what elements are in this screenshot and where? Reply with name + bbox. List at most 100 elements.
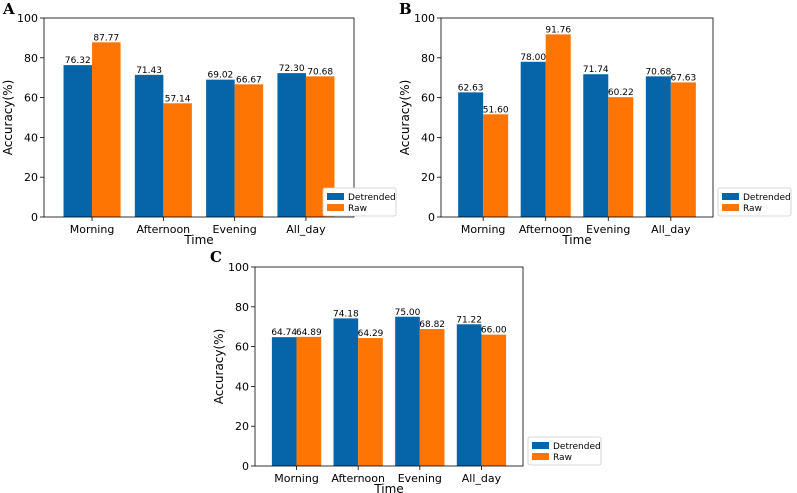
- x-axis-label: Time: [373, 482, 403, 493]
- data-label: 67.63: [670, 73, 696, 83]
- data-label: 71.43: [136, 66, 162, 76]
- data-label: 70.68: [645, 67, 671, 77]
- y-tick-label: 0: [31, 211, 38, 224]
- x-axis-label: Time: [183, 233, 213, 247]
- y-tick-label: 0: [242, 460, 249, 473]
- y-tick-label: 100: [414, 12, 435, 25]
- data-label: 70.68: [307, 67, 333, 77]
- y-axis-label: Accuracy(%): [398, 80, 412, 156]
- bar-raw-afternoon: [358, 338, 383, 466]
- plot-area-frame: [440, 17, 714, 218]
- x-tick-label: Morning: [461, 223, 506, 236]
- data-label: 72.30: [279, 64, 305, 74]
- data-label: 91.76: [545, 25, 571, 35]
- bar-raw-morning: [92, 42, 121, 217]
- bar-detrended-evening: [583, 74, 609, 217]
- panel-letter: A: [2, 0, 15, 18]
- x-tick-label: All_day: [651, 223, 691, 236]
- x-tick-label: Morning: [274, 472, 319, 485]
- bar-detrended-all_day: [277, 73, 306, 217]
- y-tick-label: 40: [421, 131, 435, 144]
- data-label: 71.22: [456, 315, 482, 325]
- y-tick-label: 80: [421, 52, 435, 65]
- bar-raw-evening: [608, 97, 634, 217]
- chart-panel-b: B 62.63 78.00 71.74 70.68 51.60 91.76 60.22 67.6…: [398, 0, 792, 247]
- bar-detrended-all_day: [645, 76, 671, 217]
- y-tick-label: 40: [235, 380, 249, 393]
- bar-detrended-evening: [206, 79, 235, 217]
- data-label: 66.00: [481, 326, 507, 336]
- x-axis-label: Time: [561, 233, 591, 247]
- y-tick-label: 20: [235, 420, 249, 433]
- y-tick-label: 80: [24, 52, 38, 65]
- bar-raw-all_day: [670, 82, 696, 218]
- chart-panel-a: A 76.32 71.43 69.02 72.30 87.77 57.14 66.67 70.6…: [1, 0, 397, 247]
- bar-detrended-afternoon: [520, 61, 546, 217]
- x-tick-label: Afternoon: [519, 223, 573, 236]
- legend-swatch-detrended: [327, 193, 344, 200]
- legend-label-detrended: Detrended: [743, 193, 791, 203]
- data-label: 51.60: [483, 105, 509, 115]
- data-label: 62.63: [458, 83, 484, 93]
- chart-panel-c: C 64.74 74.18 75.00 71.22 64.89 64.29 68.82 66.0…: [210, 248, 602, 493]
- data-label: 64.74: [271, 328, 297, 338]
- data-label: 68.82: [419, 320, 445, 330]
- legend-swatch-detrended: [532, 442, 549, 449]
- bar-detrended-morning: [458, 92, 484, 217]
- bar-detrended-afternoon: [333, 318, 359, 466]
- y-tick-label: 60: [421, 92, 435, 105]
- y-tick-label: 0: [428, 211, 435, 224]
- plot-area-frame: [254, 266, 524, 467]
- bar-raw-all_day: [481, 334, 507, 466]
- data-label: 66.67: [236, 75, 262, 85]
- panel-letter: B: [399, 0, 412, 18]
- x-tick-label: Afternoon: [137, 223, 191, 236]
- legend-label-raw: Raw: [553, 453, 572, 463]
- data-label: 87.77: [93, 33, 119, 43]
- legend-swatch-detrended: [722, 193, 739, 200]
- bar-detrended-evening: [395, 316, 420, 466]
- y-tick-label: 40: [24, 131, 38, 144]
- bar-raw-afternoon: [163, 103, 192, 217]
- data-label: 75.00: [395, 308, 421, 318]
- data-label: 71.74: [583, 65, 609, 75]
- legend-swatch-raw: [532, 453, 549, 460]
- legend-swatch-raw: [722, 204, 739, 211]
- legend-label-raw: Raw: [348, 204, 367, 214]
- legend-label-raw: Raw: [743, 204, 762, 214]
- bar-detrended-afternoon: [134, 74, 164, 217]
- y-tick-label: 20: [24, 171, 38, 184]
- y-tick-label: 20: [421, 171, 435, 184]
- data-label: 74.18: [333, 309, 359, 319]
- bar-raw-evening: [419, 329, 445, 466]
- x-tick-label: Afternoon: [331, 472, 385, 485]
- bar-detrended-morning: [271, 337, 297, 466]
- data-label: 64.89: [296, 328, 322, 338]
- data-label: 76.32: [65, 56, 91, 66]
- bar-detrended-all_day: [456, 324, 482, 466]
- bar-detrended-morning: [63, 65, 93, 217]
- y-tick-label: 60: [235, 341, 249, 354]
- y-tick-label: 80: [235, 301, 249, 314]
- y-tick-label: 100: [17, 12, 38, 25]
- legend-label-detrended: Detrended: [348, 193, 396, 203]
- x-tick-label: Evening: [213, 223, 257, 236]
- plot-area-frame: [43, 17, 355, 218]
- x-tick-label: Evening: [398, 472, 442, 485]
- x-tick-label: All_day: [286, 223, 326, 236]
- y-axis-label: Accuracy(%): [1, 80, 15, 156]
- data-label: 64.29: [358, 329, 384, 339]
- x-tick-label: All_day: [462, 472, 502, 485]
- data-label: 60.22: [608, 88, 634, 98]
- bar-raw-evening: [234, 84, 264, 218]
- panel-letter: C: [210, 248, 222, 266]
- data-label: 69.02: [208, 71, 234, 81]
- legend-swatch-raw: [327, 204, 344, 211]
- data-label: 78.00: [520, 53, 546, 63]
- y-tick-label: 100: [228, 261, 249, 274]
- x-tick-label: Evening: [586, 223, 630, 236]
